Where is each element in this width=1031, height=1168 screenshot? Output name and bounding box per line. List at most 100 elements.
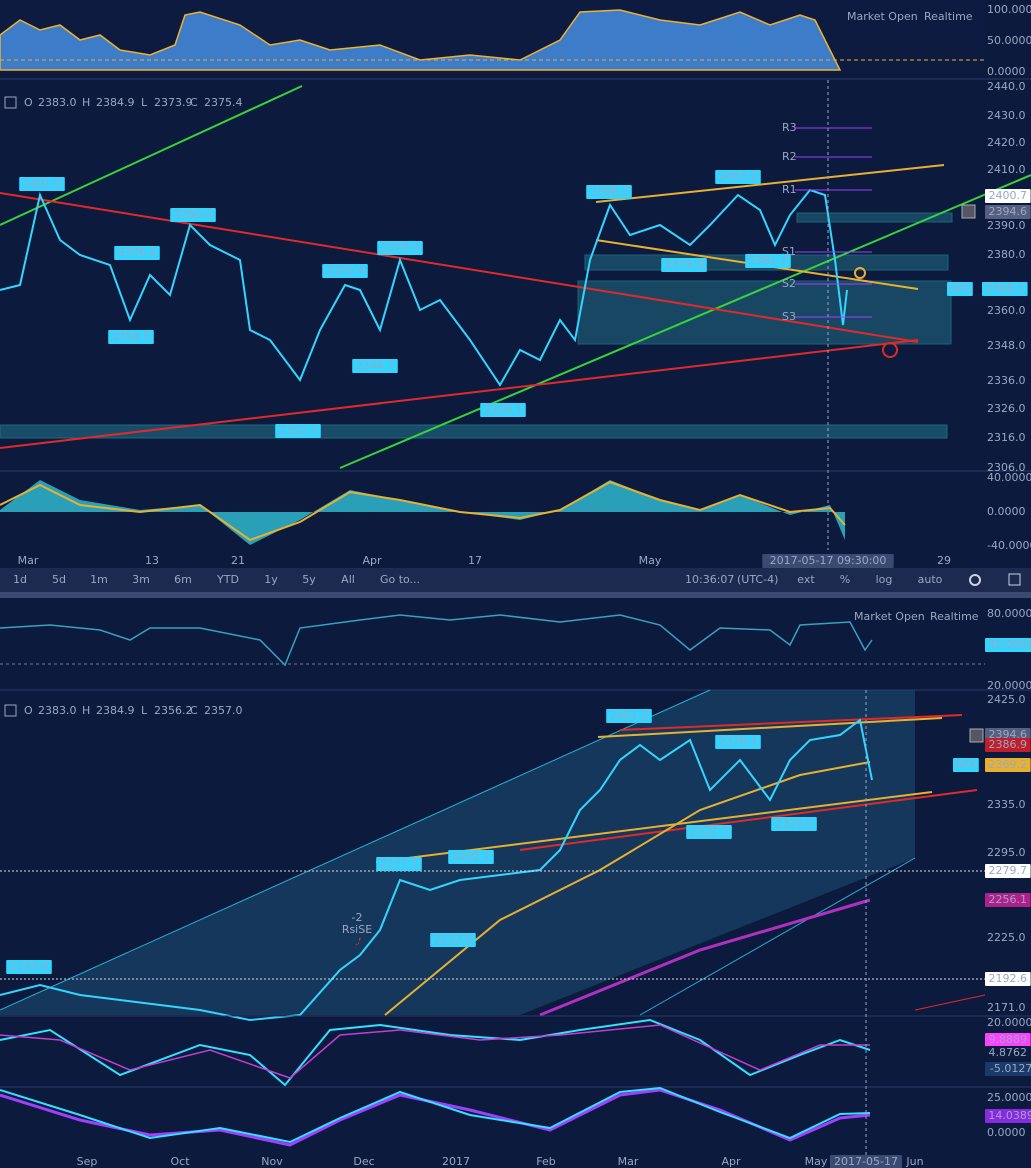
point-label-box — [352, 359, 398, 373]
point-label: 2344.7 — [356, 359, 395, 372]
zone — [796, 212, 953, 223]
ohlc: 2373.9 — [154, 96, 193, 109]
x-label: Feb — [536, 1155, 555, 1168]
range-button[interactable]: 1y — [264, 573, 278, 586]
x-label: 29 — [937, 554, 951, 567]
x-label: Mar — [18, 554, 39, 567]
price-tag: 2256.1 — [989, 893, 1028, 906]
macd-line — [0, 480, 846, 542]
wave-line-2 — [0, 1086, 871, 1144]
range-button[interactable]: 1d — [13, 573, 27, 586]
trendline — [619, 714, 963, 731]
option-button[interactable]: % — [840, 573, 850, 586]
range-button[interactable]: 6m — [174, 573, 192, 586]
price-tag-box — [985, 189, 1031, 203]
signal-label: -2 — [352, 911, 363, 924]
option-button[interactable]: auto — [918, 573, 943, 586]
range-button[interactable]: 5y — [302, 573, 316, 586]
axis-label: 50.0000 — [987, 34, 1031, 47]
x-label: 2017 — [442, 1155, 470, 1168]
alert-icon — [854, 267, 866, 279]
point-label: 2378.4 — [719, 735, 758, 748]
pivot-label: R3 — [782, 121, 797, 134]
price-tag-box — [985, 972, 1031, 986]
add-button[interactable] — [969, 728, 984, 743]
axis-label: 2335.0 — [987, 798, 1026, 811]
axis-label: 25.0000 — [987, 1091, 1031, 1104]
oscillator-area — [0, 9, 842, 71]
axis-label: 20.0000 — [987, 679, 1031, 692]
axis-label: 0.0000 — [987, 65, 1026, 78]
price-tag: 2369.2 — [989, 758, 1028, 771]
expand-button[interactable] — [4, 704, 17, 717]
option-button[interactable]: log — [876, 573, 893, 586]
settings-button[interactable] — [969, 574, 981, 586]
axis-label: 2420.0 — [987, 136, 1026, 149]
trendline — [914, 994, 986, 1011]
status: Market Open — [847, 10, 918, 23]
price-tag-box — [985, 893, 1031, 907]
ohlc: H — [82, 704, 90, 717]
price-tag: 2368.1 — [986, 282, 1025, 295]
point-label-box — [606, 709, 652, 723]
range-button[interactable]: YTD — [216, 573, 239, 586]
price-tag: 2279.7 — [989, 864, 1028, 877]
ohlc: 2383.0 — [38, 96, 77, 109]
stoch-tag-box — [985, 1033, 1031, 1047]
toolbar — [0, 568, 1031, 592]
symbol-tag: SPX — [955, 758, 977, 771]
range-button[interactable]: 3m — [132, 573, 150, 586]
axis-label: 2390.0 — [987, 219, 1026, 232]
point-label: 2401.0 — [23, 177, 62, 190]
status: Market Open — [854, 610, 925, 623]
axis-label: 100.0000 — [987, 3, 1031, 16]
separator — [0, 592, 1031, 598]
axis-label: 2360.0 — [987, 304, 1026, 317]
x-label: Apr — [721, 1155, 741, 1168]
range-button[interactable]: Go to... — [380, 573, 420, 586]
price-tag-box — [982, 282, 1028, 296]
fullscreen-button[interactable] — [1008, 573, 1021, 586]
point-label-box — [108, 330, 154, 344]
point-label-box — [686, 825, 732, 839]
moving-average — [384, 761, 871, 1016]
price-tag: 2386.9 — [989, 738, 1028, 751]
symbol-tag-box — [953, 758, 979, 772]
axis-label: 80.0000 — [987, 607, 1031, 620]
axis-label: 2171.0 — [987, 1001, 1026, 1014]
point-label: 2329.1 — [484, 403, 523, 416]
point-label: 2381.7 — [749, 254, 788, 267]
cursor-date-box — [830, 1155, 902, 1168]
price-tag: 2394.6 — [989, 205, 1028, 218]
symbol-tag: SPX — [949, 282, 971, 295]
expand-button[interactable] — [4, 96, 17, 109]
lower-tag-box — [985, 1109, 1031, 1123]
price-tag: 2192.6 — [989, 972, 1028, 985]
cursor-date: 2017-05-17 09:30:00 — [770, 554, 887, 567]
point-label-box — [377, 241, 423, 255]
axis-label: 2306.0 — [987, 461, 1026, 474]
ohlc: 2384.9 — [96, 704, 135, 717]
range-button[interactable]: All — [341, 573, 355, 586]
ohlc: H — [82, 96, 90, 109]
pivot-label: S2 — [782, 277, 796, 290]
range-button[interactable]: 5d — [52, 573, 66, 586]
axis-label: 0.0000 — [987, 1126, 1026, 1139]
point-label: 2322.3 — [690, 825, 729, 838]
point-label-box — [771, 817, 817, 831]
trendline — [339, 174, 1031, 469]
x-label: Nov — [261, 1155, 283, 1168]
price-line — [0, 188, 848, 387]
axis-label: 2295.0 — [987, 846, 1026, 859]
stoch-tag-box — [985, 1046, 1031, 1060]
x-label: Mar — [618, 1155, 639, 1168]
pivot-label: S3 — [782, 310, 796, 323]
add-button[interactable] — [961, 204, 976, 219]
point-label: 2390.0 — [174, 208, 213, 221]
bottom-panel — [0, 598, 1031, 1168]
pivot-label: R2 — [782, 150, 797, 163]
axis-label: 2336.0 — [987, 374, 1026, 387]
option-button[interactable]: ext — [797, 573, 815, 586]
ohlc: C — [190, 96, 198, 109]
range-button[interactable]: 1m — [90, 573, 108, 586]
